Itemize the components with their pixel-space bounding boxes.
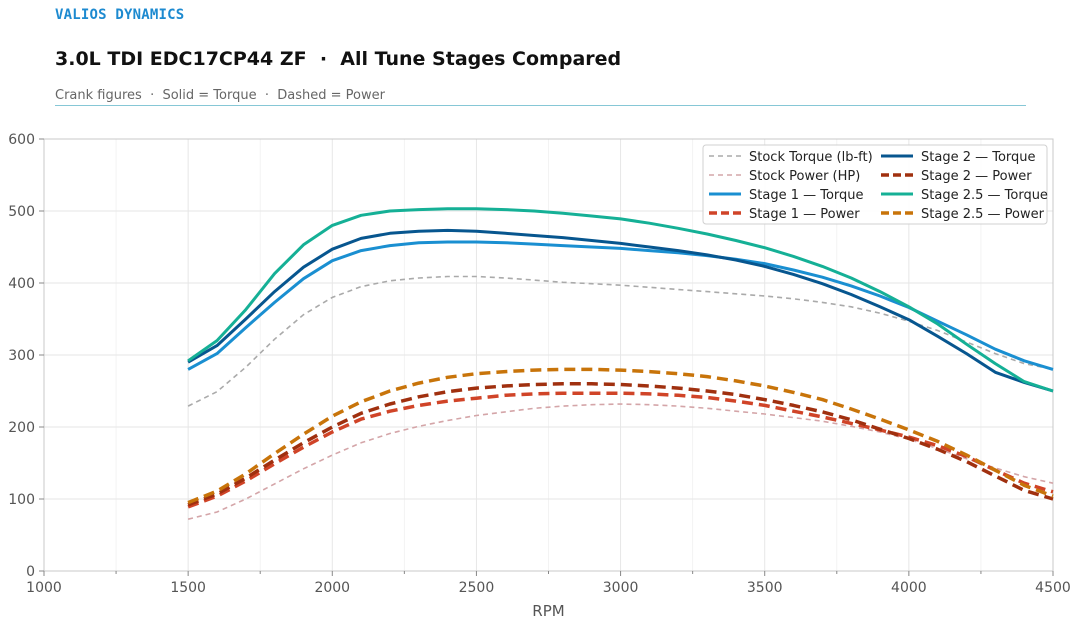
legend-label: Stage 2.5 — Torque bbox=[921, 188, 1048, 203]
legend-label: Stage 2.5 — Power bbox=[921, 207, 1045, 222]
series-line-stage-2-5-power bbox=[187, 367, 1054, 505]
x-tick-label: 2000 bbox=[314, 580, 350, 596]
series-line-stock-power-hp bbox=[187, 403, 1054, 520]
x-tick-label: 2500 bbox=[459, 580, 495, 596]
series-line-stage-2-power bbox=[187, 382, 1054, 507]
series-line-stock-torque-lb-ft bbox=[187, 275, 1054, 407]
chart-subtitle: Crank figures · Solid = Torque · Dashed … bbox=[55, 88, 385, 103]
x-tick-label: 4500 bbox=[1035, 580, 1071, 596]
chart-title: 3.0L TDI EDC17CP44 ZF · All Tune Stages … bbox=[55, 48, 622, 70]
brand-name: VALIOS DYNAMICS bbox=[55, 7, 185, 23]
y-tick-label: 300 bbox=[8, 348, 35, 364]
legend-label: Stage 1 — Power bbox=[749, 207, 860, 222]
x-tick-label: 4000 bbox=[891, 580, 927, 596]
x-tick-label: 1000 bbox=[26, 580, 62, 596]
legend-label: Stock Torque (lb-ft) bbox=[749, 150, 873, 165]
legend: Stock Torque (lb-ft) Stock Power (HP) Stag… bbox=[702, 144, 1048, 225]
y-tick-label: 0 bbox=[26, 564, 35, 580]
legend-box bbox=[702, 144, 1048, 225]
y-tick-label: 500 bbox=[8, 204, 35, 220]
x-tick-label: 1500 bbox=[170, 580, 206, 596]
legend-label: Stage 1 — Torque bbox=[749, 188, 864, 203]
legend-label: Stage 2 — Torque bbox=[921, 150, 1036, 165]
axis-ticks: 1000 1500 2000 2500 3000 3500 4000 4500 0 100 200 3… bbox=[8, 132, 1071, 596]
legend-label: Stage 2 — Power bbox=[921, 169, 1032, 184]
x-tick-label: 3000 bbox=[603, 580, 639, 596]
x-tick-label: 3500 bbox=[747, 580, 783, 596]
header-rule bbox=[55, 105, 1026, 106]
series-line-stage-2-5-torque bbox=[187, 207, 1054, 393]
legend-label: Stock Power (HP) bbox=[749, 169, 860, 184]
x-axis-label: RPM bbox=[532, 602, 564, 620]
y-tick-label: 400 bbox=[8, 276, 35, 292]
y-tick-label: 200 bbox=[8, 420, 35, 436]
y-tick-label: 100 bbox=[8, 492, 35, 508]
series-line-stage-2-torque bbox=[187, 228, 1054, 393]
y-tick-label: 600 bbox=[8, 132, 35, 148]
series bbox=[187, 207, 1054, 520]
